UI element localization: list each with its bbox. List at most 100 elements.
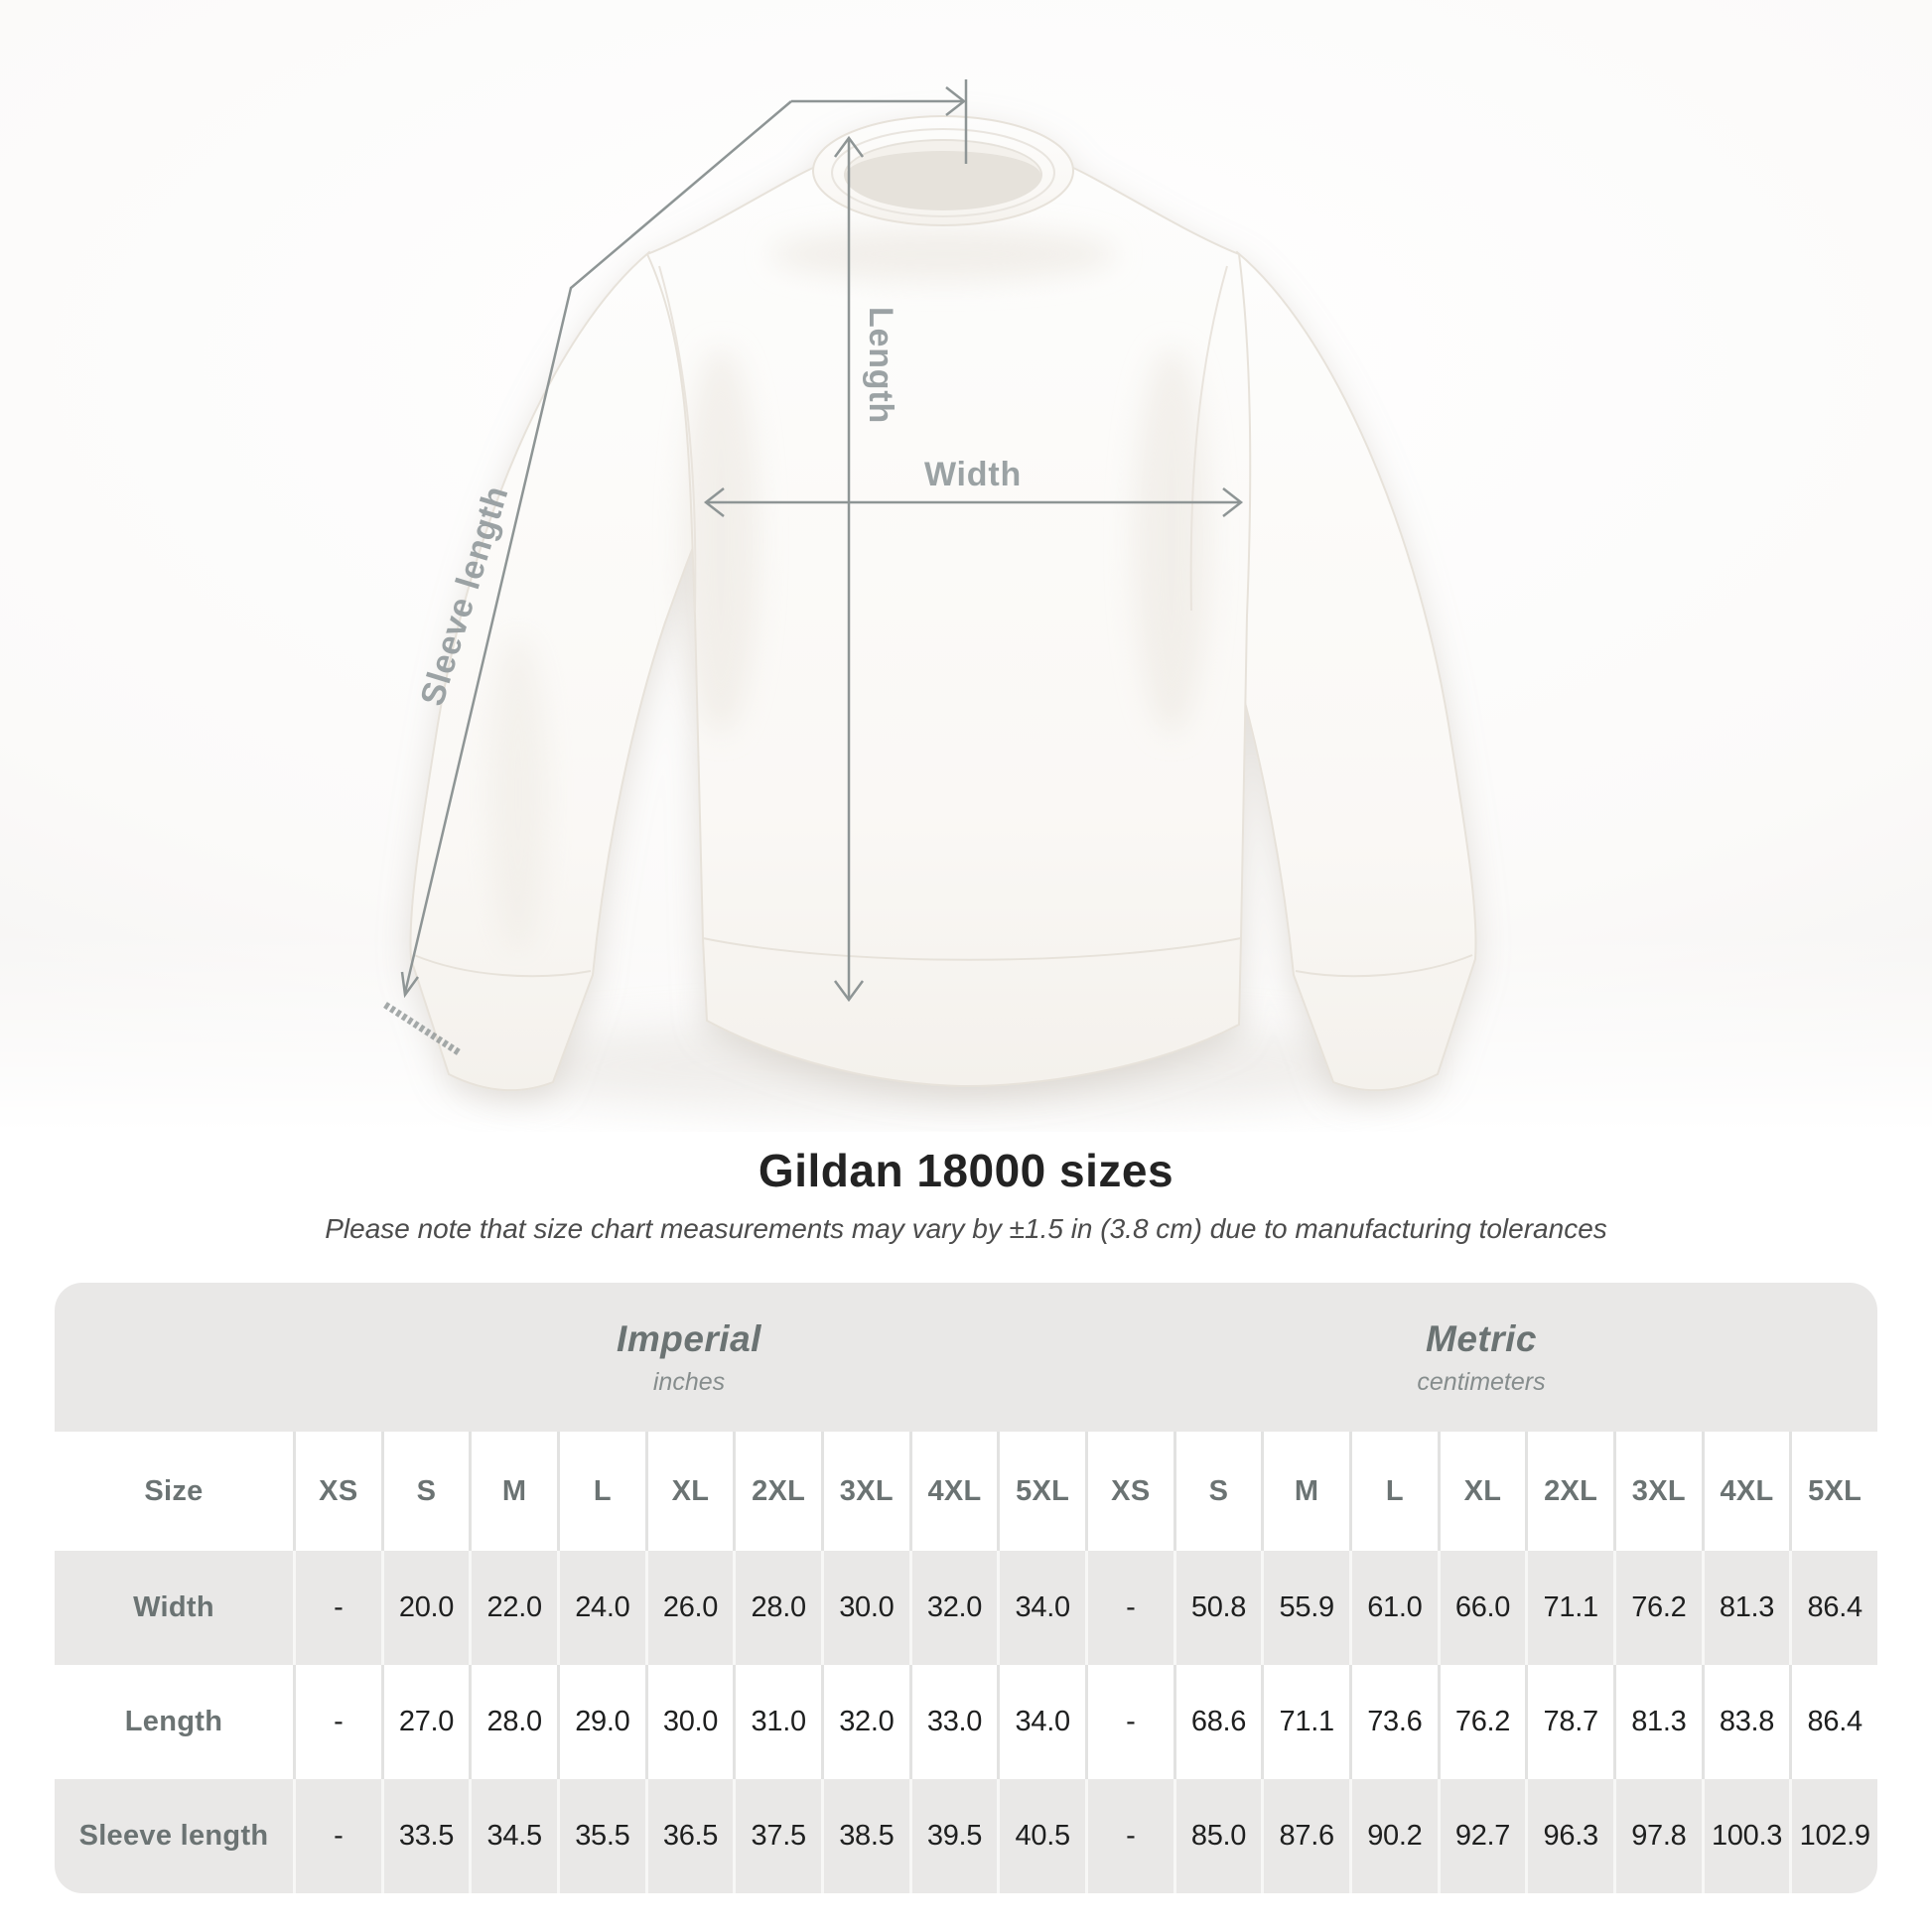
arrow-left-icon (703, 487, 725, 517)
width-label: Width (924, 456, 1022, 493)
sleeve-measure-diagonal (403, 100, 792, 994)
col-header: XS (293, 1432, 381, 1551)
arrow-down-icon (833, 980, 865, 1003)
col-header: L (1348, 1432, 1438, 1551)
table-cell: 100.3 (1701, 1779, 1790, 1893)
imperial-group-title: Imperial (617, 1317, 761, 1359)
table-cell: 81.3 (1701, 1551, 1790, 1665)
table-cell: 86.4 (1789, 1665, 1877, 1779)
col-header: 4XL (1701, 1432, 1790, 1551)
left-armhole-seam (658, 265, 697, 612)
table-cell: 36.5 (644, 1779, 734, 1893)
hem-seam (702, 937, 1242, 961)
right-cuff-seam (1295, 954, 1473, 978)
table-cell: 22.0 (469, 1551, 557, 1665)
metric-group-unit: centimeters (1417, 1367, 1546, 1396)
table-cell: 86.4 (1789, 1551, 1877, 1665)
imperial-group-unit: inches (652, 1367, 726, 1396)
table-cell: 28.0 (733, 1551, 821, 1665)
col-header: M (1261, 1432, 1349, 1551)
table-cell: 29.0 (556, 1665, 645, 1779)
arrow-right-icon (1222, 487, 1244, 517)
table-cell: 34.5 (469, 1779, 557, 1893)
product-photo-area: Length Width Sleeve length (0, 0, 1932, 1132)
arrow-down-icon (400, 971, 420, 999)
table-cell: 76.2 (1612, 1551, 1702, 1665)
table-cell: 32.0 (908, 1551, 998, 1665)
table-cell: 97.8 (1612, 1779, 1702, 1893)
table-cell: 34.0 (997, 1665, 1085, 1779)
table-cell: 38.5 (820, 1779, 909, 1893)
table-cell: 24.0 (556, 1551, 645, 1665)
size-header-row: Size XS S M L XL 2XL 3XL 4XL 5XL XS S M … (55, 1432, 1877, 1551)
table-cell: 35.5 (556, 1779, 645, 1893)
table-cell: 30.0 (644, 1665, 734, 1779)
table-cell: 78.7 (1525, 1665, 1613, 1779)
table-cell: - (1084, 1665, 1173, 1779)
table-cell: 37.5 (733, 1779, 821, 1893)
table-cell: - (1084, 1551, 1173, 1665)
left-cuff-seam (413, 954, 592, 978)
sweatshirt-illustration: Length Width Sleeve length (383, 79, 1477, 1115)
collar (812, 115, 1074, 226)
table-row-sleeve-length: Sleeve length - 33.5 34.5 35.5 36.5 37.5… (55, 1779, 1877, 1893)
col-header: 2XL (1525, 1432, 1613, 1551)
size-col-header: Size (144, 1474, 204, 1507)
length-label: Length (862, 307, 899, 424)
table-cell: 85.0 (1173, 1779, 1262, 1893)
table-row-length: Length - 27.0 28.0 29.0 30.0 31.0 32.0 3… (55, 1665, 1877, 1779)
table-cell: 31.0 (733, 1665, 821, 1779)
col-header: XL (644, 1432, 734, 1551)
table-cell: 33.5 (380, 1779, 470, 1893)
page-title: Gildan 18000 sizes (758, 1145, 1174, 1196)
table-cell: 34.0 (997, 1551, 1085, 1665)
col-header: 5XL (1789, 1432, 1877, 1551)
tolerance-note: Please note that size chart measurements… (325, 1213, 1607, 1244)
sleeve-measure-hatch-tick (383, 1002, 461, 1055)
table-cell: 76.2 (1437, 1665, 1526, 1779)
size-chart-table: Imperial inches Metric centimeters Size … (55, 1283, 1877, 1893)
table-cell: 32.0 (820, 1665, 909, 1779)
col-header: XS (1084, 1432, 1173, 1551)
table-cell: 71.1 (1261, 1665, 1349, 1779)
table-cell: 83.8 (1701, 1665, 1790, 1779)
col-header: S (1173, 1432, 1262, 1551)
table-cell: 71.1 (1525, 1551, 1613, 1665)
table-cell: 81.3 (1612, 1665, 1702, 1779)
table-cell: 73.6 (1348, 1665, 1438, 1779)
metric-group-title: Metric (1426, 1317, 1537, 1359)
row-label-width: Width (133, 1591, 214, 1623)
title-block: Gildan 18000 sizes Please note that size… (0, 1144, 1932, 1245)
table-cell: 40.5 (997, 1779, 1085, 1893)
row-label-length: Length (124, 1706, 223, 1737)
table-cell: 28.0 (469, 1665, 557, 1779)
col-header: M (469, 1432, 557, 1551)
right-armhole-seam (1189, 265, 1228, 612)
table-cell: 92.7 (1437, 1779, 1526, 1893)
col-header: 2XL (733, 1432, 821, 1551)
table-cell: 61.0 (1348, 1551, 1438, 1665)
table-cell: 39.5 (908, 1779, 998, 1893)
table-cell: 27.0 (380, 1665, 470, 1779)
table-cell: 55.9 (1261, 1551, 1349, 1665)
table-cell: 30.0 (820, 1551, 909, 1665)
table-cell: - (293, 1551, 381, 1665)
col-header: S (380, 1432, 470, 1551)
table-cell: 102.9 (1789, 1779, 1877, 1893)
table-cell: 66.0 (1437, 1551, 1526, 1665)
table-row-width: Width - 20.0 22.0 24.0 26.0 28.0 30.0 32… (55, 1551, 1877, 1665)
measurement-annotations (383, 79, 1244, 1055)
metric-group-header: Metric centimeters (1085, 1283, 1877, 1432)
table-cell: 87.6 (1261, 1779, 1349, 1893)
col-header: XL (1437, 1432, 1526, 1551)
table-cell: 33.0 (908, 1665, 998, 1779)
sweatshirt-garment (409, 115, 1477, 1092)
col-header: 3XL (1612, 1432, 1702, 1551)
col-header: 5XL (997, 1432, 1085, 1551)
imperial-group-header: Imperial inches (293, 1283, 1085, 1432)
table-cell: 68.6 (1173, 1665, 1262, 1779)
row-label-sleeve-length: Sleeve length (78, 1820, 269, 1852)
col-header: 4XL (908, 1432, 998, 1551)
table-cell: 90.2 (1348, 1779, 1438, 1893)
